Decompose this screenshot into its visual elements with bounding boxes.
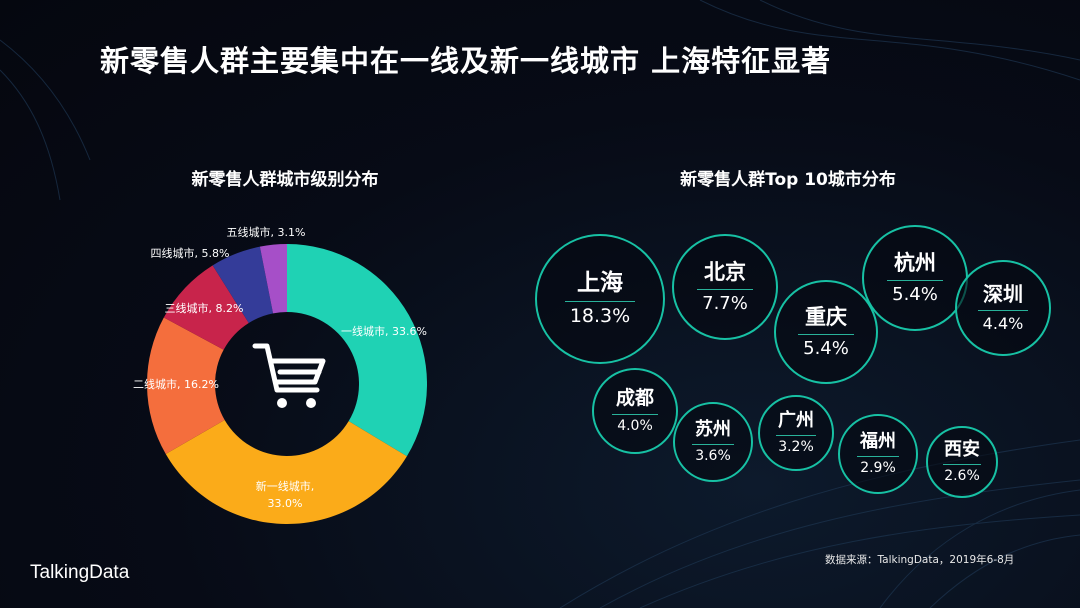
city-name: 福州 xyxy=(860,430,896,452)
data-source-note: 数据来源：TalkingData，2019年6-8月 xyxy=(825,554,1015,566)
bubble-divider xyxy=(697,288,753,290)
city-percent: 4.0% xyxy=(617,418,653,434)
city-bubble: 杭州 5.4% xyxy=(862,225,968,331)
city-percent: 2.9% xyxy=(860,460,896,477)
bubble-divider xyxy=(565,301,635,303)
city-name: 北京 xyxy=(704,259,746,284)
bubble-divider xyxy=(887,279,943,281)
bubble-divider xyxy=(943,464,981,466)
city-bubble: 西安 2.6% xyxy=(926,426,998,498)
donut-slice xyxy=(287,244,428,457)
city-bubble: 成都 4.0% xyxy=(592,368,678,454)
donut-slice xyxy=(165,420,407,524)
bubble-chart-title: 新零售人群Top 10城市分布 xyxy=(680,170,896,190)
donut-slice-label: 33.0% xyxy=(268,497,303,510)
city-name: 苏州 xyxy=(695,418,731,440)
bubble-divider xyxy=(798,333,854,335)
donut-slice-label: 二线城市, 16.2% xyxy=(133,377,219,391)
city-percent: 18.3% xyxy=(569,305,631,328)
city-bubble: 苏州 3.6% xyxy=(673,402,753,482)
city-name: 重庆 xyxy=(805,304,847,329)
bubble-divider xyxy=(612,414,658,415)
city-percent: 2.6% xyxy=(944,468,980,485)
talkingdata-logo: TalkingData xyxy=(30,562,130,583)
donut-slice xyxy=(163,265,249,350)
city-name: 上海 xyxy=(577,269,623,296)
city-name: 杭州 xyxy=(894,250,936,275)
donut-slice-label: 三线城市, 8.2% xyxy=(165,301,244,315)
donut-chart-title: 新零售人群城市级别分布 xyxy=(191,170,379,190)
bubble-divider xyxy=(692,444,734,446)
city-percent: 3.6% xyxy=(695,448,731,465)
city-bubble: 上海 18.3% xyxy=(535,234,665,364)
city-name: 广州 xyxy=(778,409,814,431)
city-percent: 5.4% xyxy=(803,337,849,359)
city-bubble: 重庆 5.4% xyxy=(774,280,878,384)
city-bubble: 广州 3.2% xyxy=(758,395,834,471)
bubble-divider xyxy=(978,310,1028,312)
shopping-cart-icon xyxy=(252,343,326,408)
bubble-divider xyxy=(857,456,899,458)
city-percent: 4.4% xyxy=(982,314,1024,334)
city-name: 深圳 xyxy=(983,282,1023,307)
city-percent: 7.7% xyxy=(702,292,748,314)
donut-slice xyxy=(259,244,287,314)
city-name: 成都 xyxy=(615,387,654,410)
donut-slice xyxy=(146,317,225,454)
city-tier-donut-chart: 一线城市, 33.6% 新一线城市, 33.0% 二线城市, 16.2% 三线城市, 8… xyxy=(133,225,428,524)
bubble-divider xyxy=(776,435,816,437)
city-percent: 5.4% xyxy=(892,283,938,305)
donut-slice xyxy=(212,246,274,323)
donut-slice-label: 四线城市, 5.8% xyxy=(151,246,230,260)
donut-slice-label: 新一线城市, xyxy=(256,479,315,493)
city-bubble: 福州 2.9% xyxy=(838,414,918,494)
donut-slice-label: 一线城市, 33.6% xyxy=(341,324,427,338)
donut-slice-label: 五线城市, 3.1% xyxy=(227,225,306,239)
city-percent: 3.2% xyxy=(778,439,814,456)
city-bubble: 北京 7.7% xyxy=(672,234,778,340)
city-bubble: 深圳 4.4% xyxy=(955,260,1051,356)
page-title: 新零售人群主要集中在一线及新一线城市 上海特征显著 xyxy=(100,44,832,78)
city-name: 西安 xyxy=(944,438,980,460)
